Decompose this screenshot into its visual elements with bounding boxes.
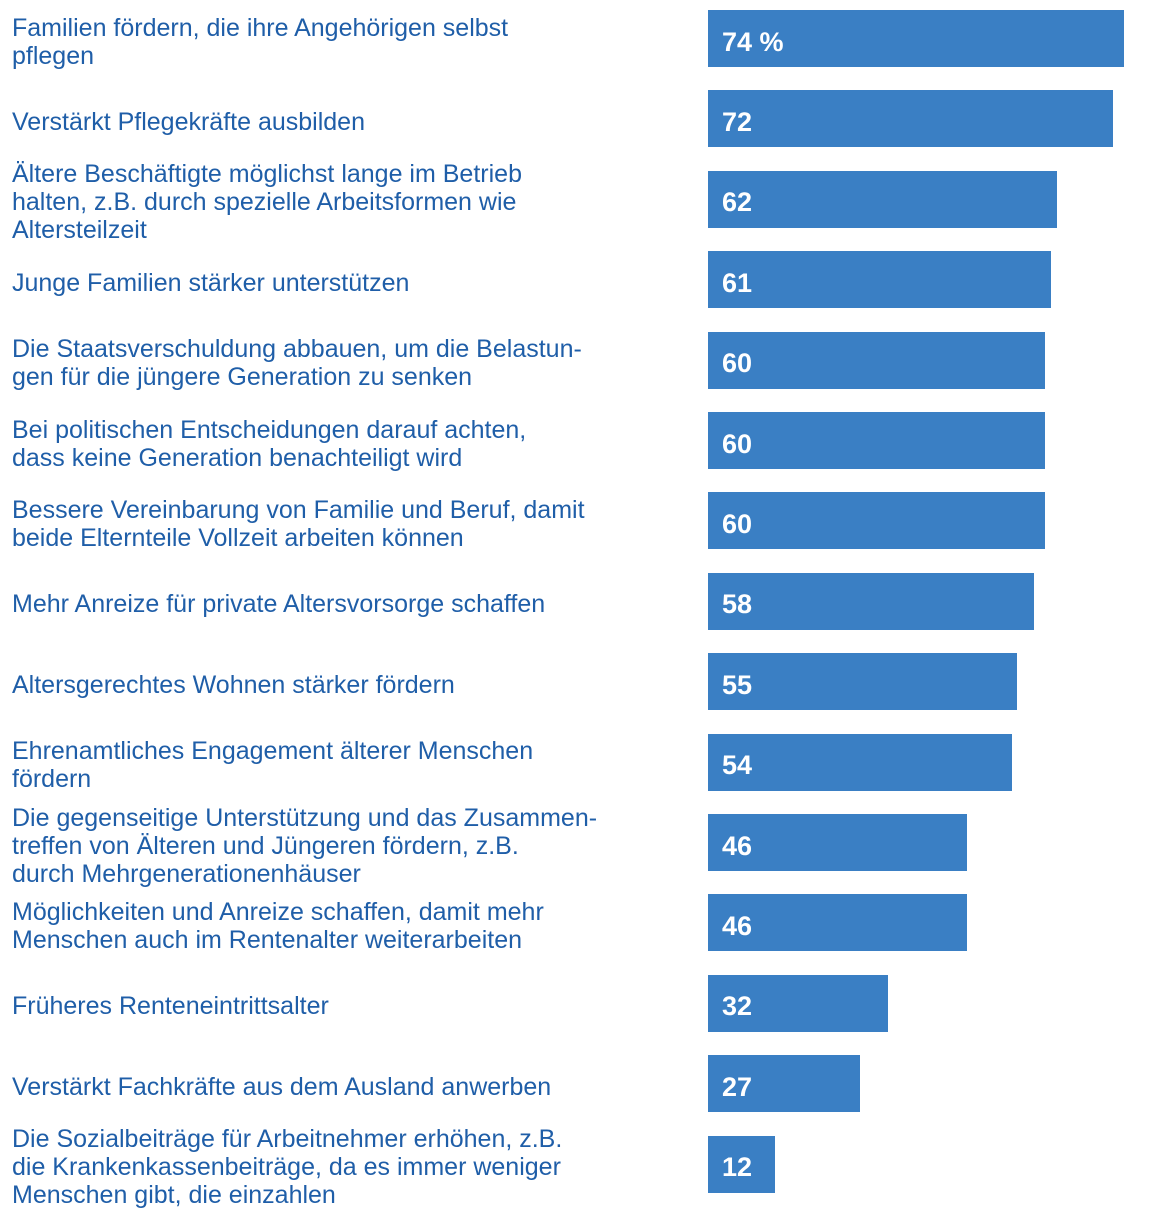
bar — [708, 1135, 776, 1193]
category-label: Junge Familien stärker unterstützen — [12, 268, 410, 297]
value-label: 72 — [722, 106, 753, 137]
category-label: Früheres Renteneintrittsalter — [12, 992, 329, 1021]
value-label: 12 — [722, 1152, 753, 1183]
value-label: 55 — [722, 669, 753, 700]
bar — [708, 412, 1046, 469]
bar — [708, 733, 1012, 791]
value-label: 58 — [722, 589, 753, 620]
value-label: 46 — [722, 830, 753, 861]
bar — [708, 251, 1051, 309]
category-label: Verstärkt Pflegekräfte ausbilden — [12, 107, 365, 136]
value-label: 60 — [722, 348, 753, 379]
bar — [708, 492, 1046, 550]
category-label: Die gegenseitige Unterstützung und das Z… — [12, 803, 598, 888]
value-label: 74 % — [722, 26, 784, 57]
bar — [708, 974, 888, 1032]
value-label: 62 — [722, 187, 753, 218]
value-label: 46 — [722, 910, 753, 941]
bar — [708, 1055, 860, 1113]
value-label: 32 — [722, 991, 753, 1022]
category-label: Bessere Vereinbarung von Familie und Ber… — [12, 495, 585, 552]
bar — [708, 653, 1018, 711]
category-label: Bei politischen Entscheidungen darauf ac… — [12, 415, 527, 472]
category-label: Die Sozialbeiträge für Arbeitnehmer erhö… — [12, 1125, 563, 1210]
category-label: Familien fördern, die ihre Angehörigen s… — [12, 13, 509, 70]
bar — [708, 10, 1124, 67]
bar — [708, 814, 967, 871]
category-label: Ältere Beschäftigte möglichst lange im B… — [12, 160, 522, 245]
bar — [708, 170, 1057, 228]
value-label: 60 — [722, 508, 753, 539]
bar — [708, 572, 1035, 630]
bar — [708, 894, 967, 952]
bar — [708, 90, 1113, 148]
value-label: 27 — [722, 1071, 753, 1102]
bar — [708, 331, 1046, 389]
value-label: 60 — [722, 428, 753, 459]
category-label: Mehr Anreize für private Altersvorsorge … — [12, 590, 546, 619]
category-label: Die Staatsverschuldung abbauen, um die B… — [12, 335, 582, 392]
value-label: 54 — [722, 750, 753, 781]
value-label: 61 — [722, 267, 753, 298]
category-label: Verstärkt Fachkräfte aus dem Ausland anw… — [12, 1072, 552, 1101]
category-label: Möglichkeiten und Anreize schaffen, dami… — [12, 897, 544, 954]
category-label: Ehrenamtliches Engagement älterer Mensch… — [12, 737, 534, 794]
category-label: Altersgerechtes Wohnen stärker fördern — [12, 670, 455, 699]
